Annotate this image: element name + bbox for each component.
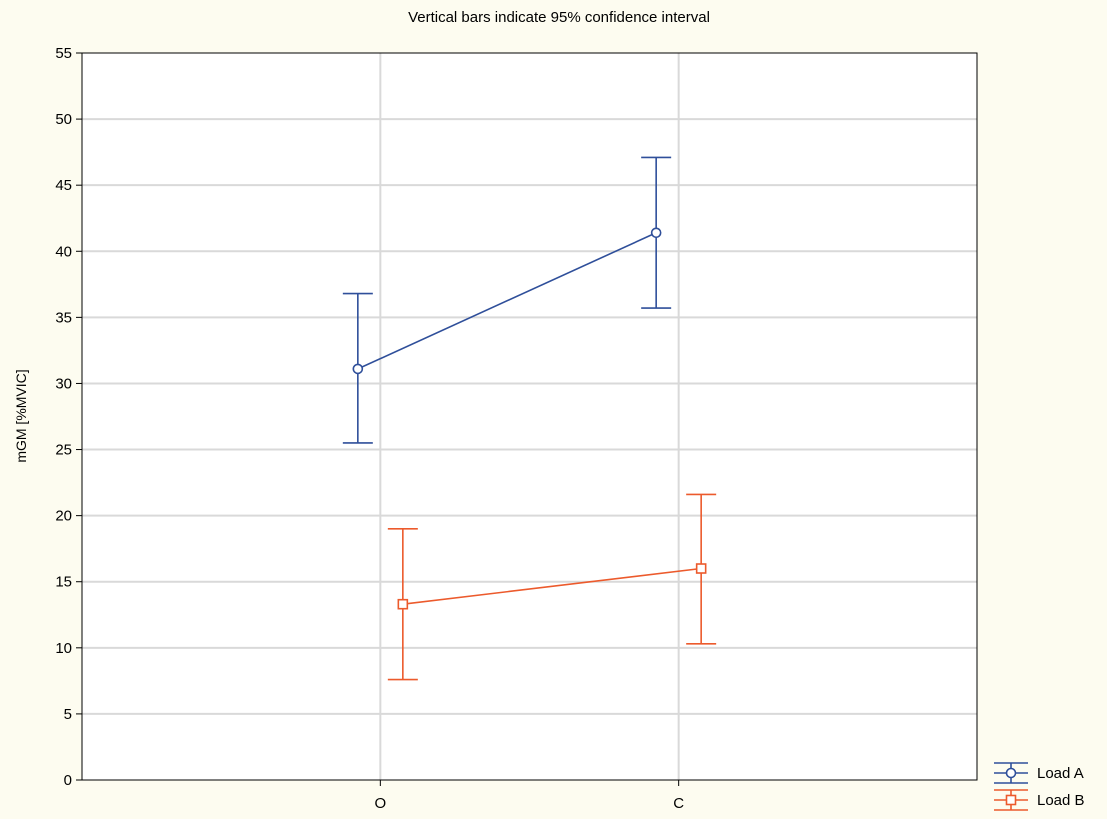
y-tick-label: 55: [55, 45, 72, 62]
data-point: [697, 564, 706, 573]
y-tick-label: 20: [55, 508, 72, 525]
y-axis-ticks: 0 5 10 15 20 25 30 35 40 45 50 55: [55, 45, 82, 789]
plot-area: [82, 53, 977, 780]
legend-marker: [1007, 796, 1016, 805]
y-tick-label: 50: [55, 111, 72, 128]
y-axis-label: mGM [%MVIC]: [13, 369, 29, 462]
y-tick-label: 25: [55, 442, 72, 459]
legend-label: Load B: [1037, 792, 1085, 809]
y-tick-label: 10: [55, 640, 72, 657]
legend-item: Load B: [994, 790, 1085, 810]
x-tick-label: C: [673, 795, 684, 812]
chart-title: Vertical bars indicate 95% confidence in…: [408, 9, 710, 26]
y-tick-label: 5: [64, 706, 72, 723]
legend-item: Load A: [994, 763, 1084, 783]
legend: Load A Load B: [994, 763, 1085, 810]
y-tick-label: 15: [55, 574, 72, 591]
data-point: [652, 228, 661, 237]
y-tick-label: 45: [55, 177, 72, 194]
y-tick-label: 40: [55, 243, 72, 260]
y-tick-label: 0: [64, 772, 72, 789]
legend-marker: [1007, 769, 1016, 778]
x-tick-label: O: [374, 795, 386, 812]
data-point: [353, 364, 362, 373]
data-point: [398, 600, 407, 609]
legend-label: Load A: [1037, 765, 1084, 782]
y-tick-label: 35: [55, 309, 72, 326]
y-tick-label: 30: [55, 375, 72, 392]
